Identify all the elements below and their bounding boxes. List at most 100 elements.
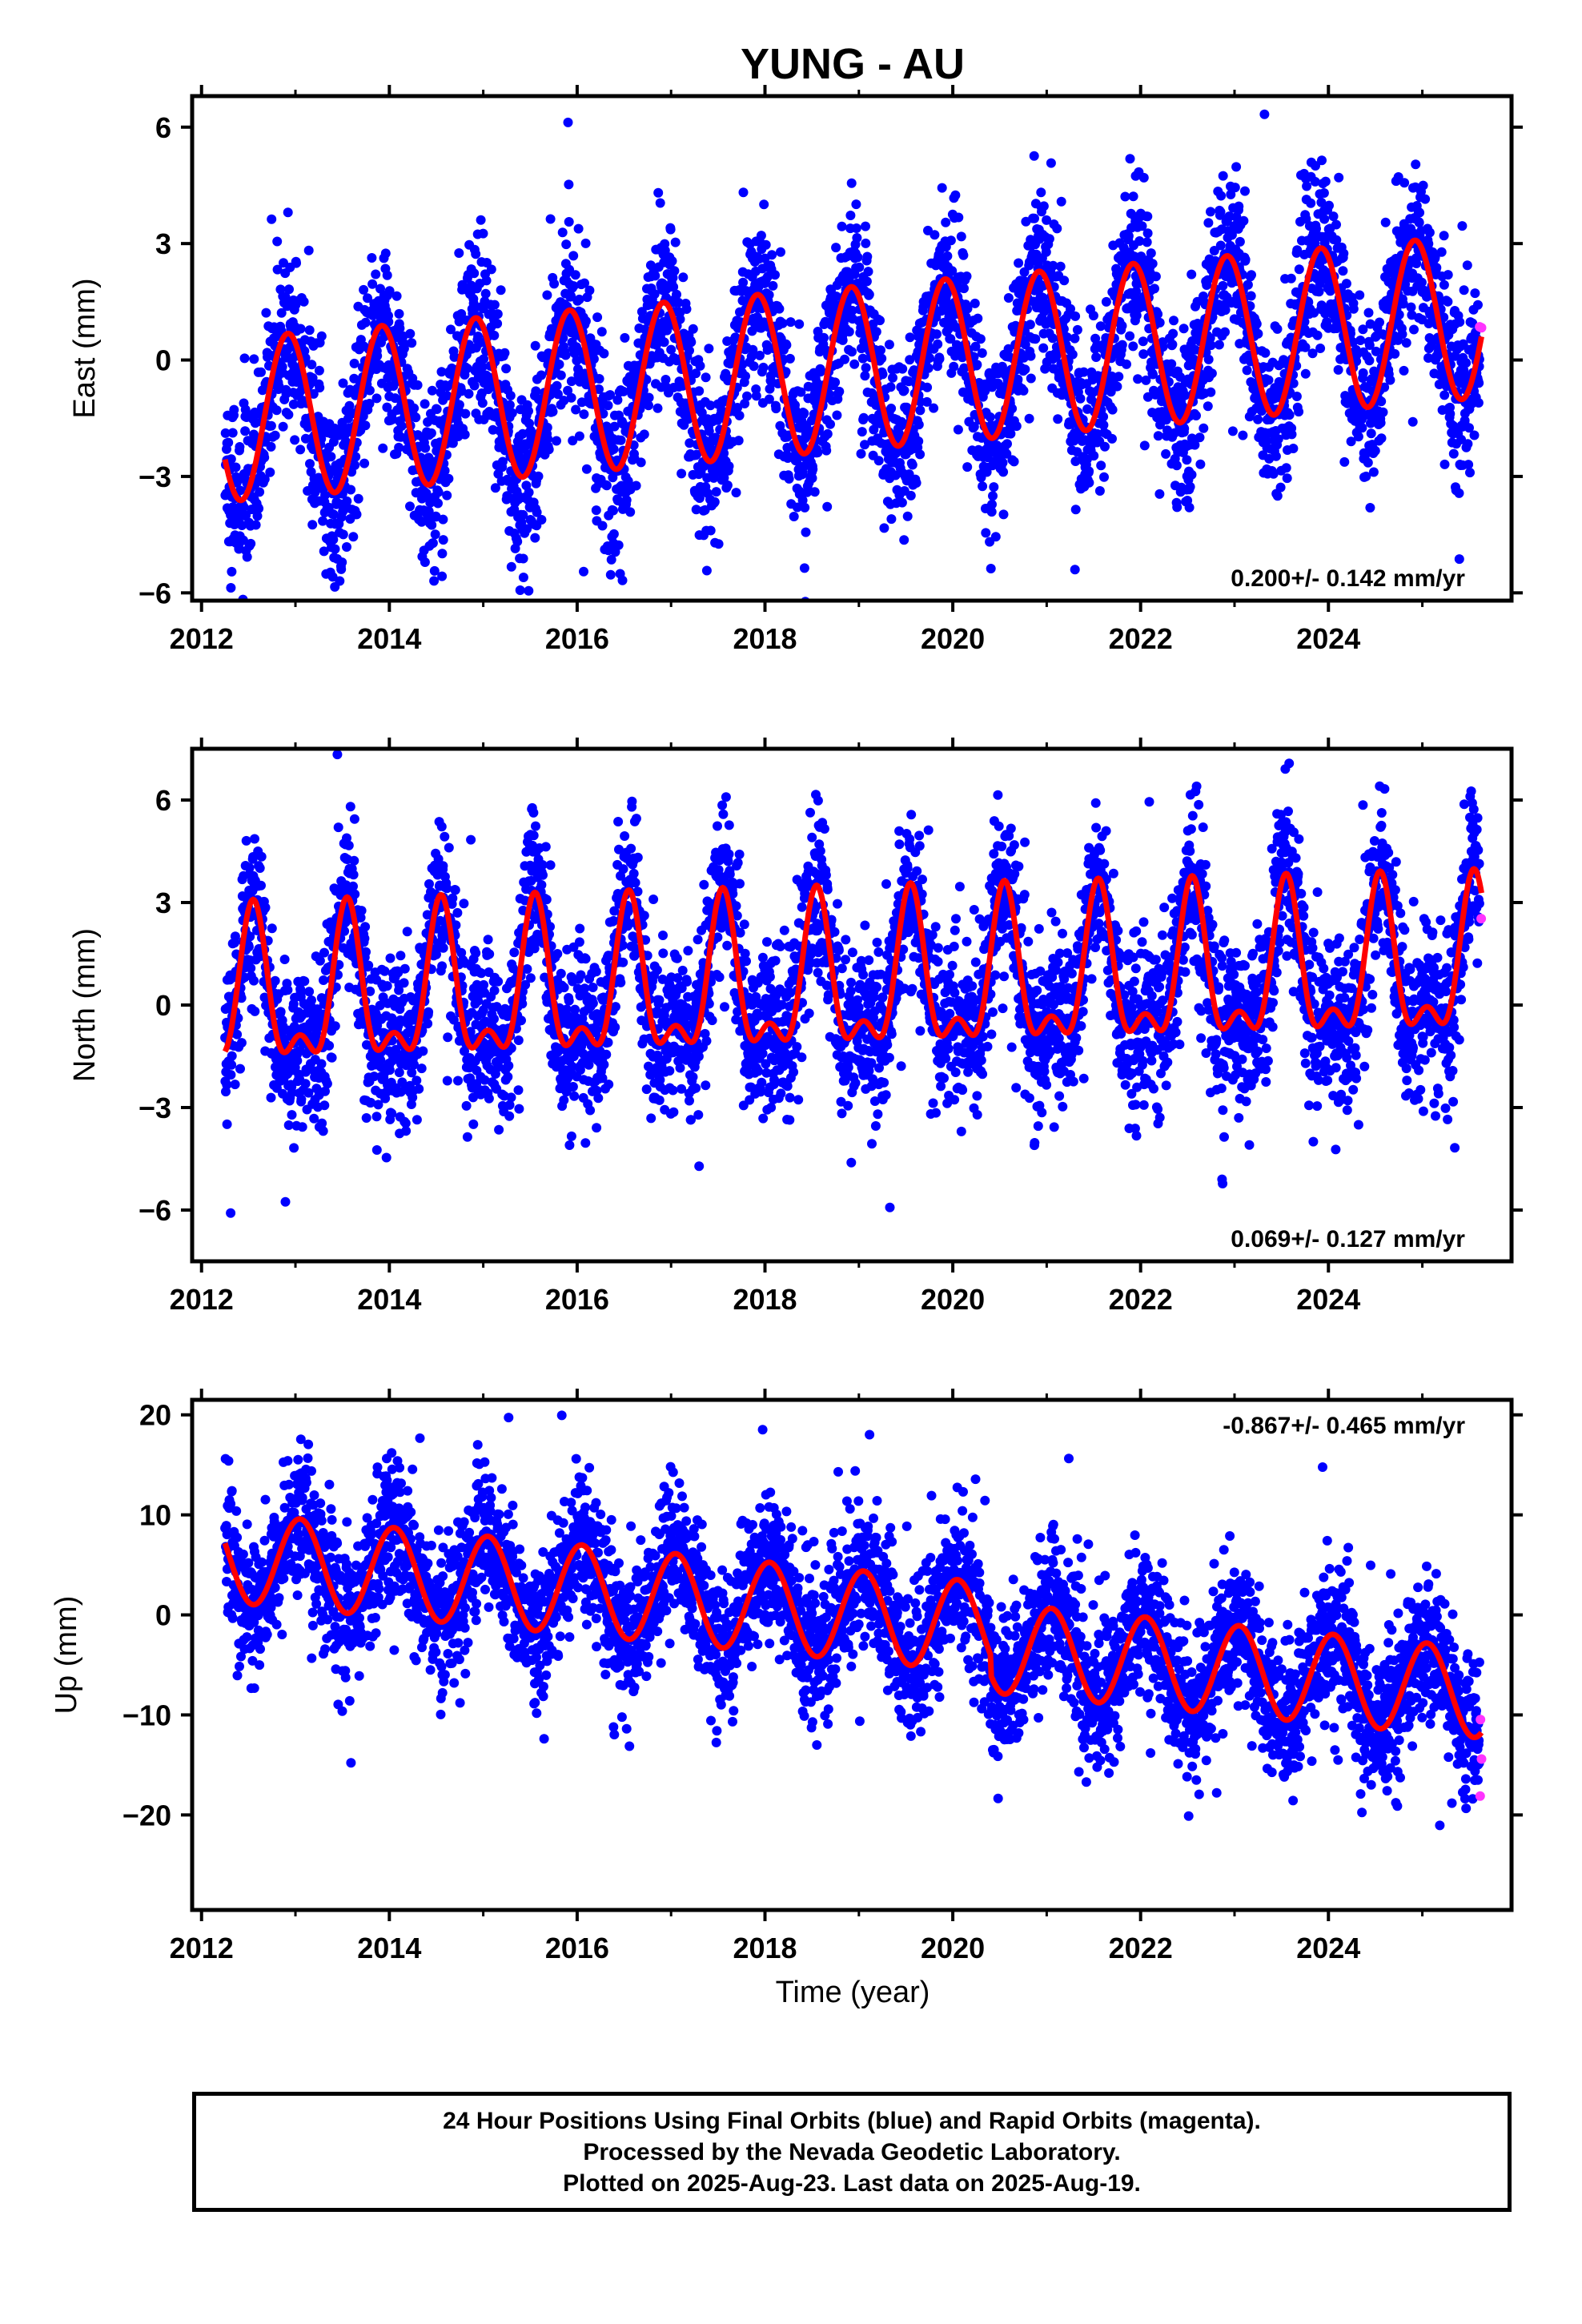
final-point	[822, 428, 833, 439]
final-point	[371, 393, 382, 404]
final-point	[476, 215, 486, 225]
final-point	[896, 623, 905, 633]
final-point	[599, 348, 609, 359]
final-point	[1224, 211, 1235, 222]
final-point	[570, 270, 580, 280]
final-point	[613, 540, 624, 550]
final-point	[238, 535, 248, 545]
rapid-point	[1476, 323, 1487, 333]
final-point	[1358, 368, 1368, 378]
final-point	[1009, 456, 1019, 467]
final-point	[454, 400, 464, 410]
final-point	[322, 1079, 332, 1089]
final-point	[1423, 353, 1433, 363]
final-point	[1288, 378, 1299, 388]
final-point	[1339, 248, 1349, 259]
final-point	[837, 335, 848, 345]
final-point	[688, 324, 698, 334]
final-point	[299, 346, 310, 356]
final-point	[933, 339, 943, 349]
final-point	[446, 324, 456, 335]
final-point	[621, 495, 632, 505]
final-point	[1128, 341, 1138, 352]
final-point	[318, 516, 328, 526]
final-point	[813, 448, 823, 458]
final-point	[464, 388, 474, 399]
final-point	[666, 344, 677, 355]
final-point	[597, 521, 608, 531]
final-point	[239, 353, 250, 364]
final-point	[1089, 451, 1099, 461]
final-point	[844, 327, 854, 337]
final-point	[731, 488, 741, 498]
rate-annotation-east: 0.200+/- 0.142 mm/yr	[1231, 565, 1465, 592]
final-point	[314, 365, 324, 376]
final-point	[1100, 441, 1110, 452]
final-point	[272, 264, 283, 275]
y-tick-label-east: 6	[155, 111, 171, 144]
final-point	[564, 217, 574, 227]
final-point	[1131, 310, 1142, 320]
final-point	[1147, 259, 1158, 269]
final-point	[702, 472, 713, 483]
final-point	[704, 344, 714, 354]
final-point	[1464, 460, 1474, 470]
final-point	[1220, 327, 1230, 337]
final-point	[240, 426, 251, 436]
final-point	[1371, 346, 1381, 356]
final-point	[1172, 502, 1182, 513]
final-point	[552, 436, 561, 446]
final-point	[1235, 236, 1245, 247]
final-point	[256, 880, 266, 891]
final-point	[409, 403, 420, 413]
final-point	[959, 363, 970, 373]
final-point	[644, 392, 654, 403]
final-point	[542, 422, 552, 432]
final-point	[946, 235, 956, 246]
final-point	[270, 430, 280, 440]
final-point	[789, 512, 799, 521]
final-point	[429, 565, 440, 576]
final-point	[608, 529, 619, 539]
final-point	[730, 332, 741, 343]
final-point	[405, 328, 416, 339]
final-point	[486, 264, 496, 275]
final-point	[905, 332, 915, 343]
final-point	[709, 497, 720, 507]
final-point	[879, 523, 889, 533]
final-point	[801, 527, 811, 537]
final-point	[245, 931, 255, 942]
final-orbit-points-north	[220, 750, 1484, 1218]
final-point	[857, 353, 868, 364]
final-point	[1072, 324, 1082, 335]
final-point	[504, 400, 515, 410]
final-point	[549, 279, 560, 289]
final-point	[767, 250, 777, 260]
final-point	[862, 251, 873, 262]
final-point	[1178, 324, 1189, 334]
final-point	[290, 435, 300, 445]
final-point	[1070, 311, 1081, 321]
final-point	[962, 271, 972, 281]
final-point	[705, 400, 716, 411]
final-point	[456, 386, 467, 396]
final-point	[1414, 218, 1424, 227]
final-point	[563, 117, 573, 127]
final-point	[986, 564, 996, 573]
final-point	[437, 549, 448, 559]
final-point	[601, 480, 612, 491]
final-point	[644, 400, 653, 411]
final-point	[338, 378, 348, 388]
final-point	[530, 340, 540, 351]
final-point	[1454, 488, 1464, 498]
final-point	[543, 434, 553, 444]
final-point	[518, 509, 528, 520]
final-point	[975, 334, 986, 344]
final-point	[834, 386, 845, 396]
final-point	[1041, 247, 1051, 257]
final-point	[477, 398, 488, 408]
final-point	[326, 452, 336, 462]
final-point	[566, 392, 576, 403]
final-point	[299, 976, 310, 987]
final-point	[1195, 432, 1205, 443]
